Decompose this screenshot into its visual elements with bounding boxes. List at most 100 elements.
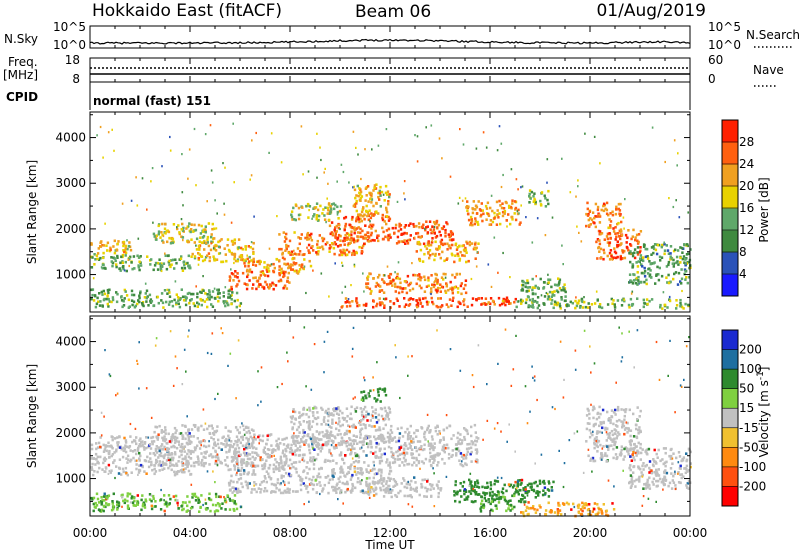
- range-gate-cell: [619, 238, 621, 241]
- range-gate-cell: [367, 443, 369, 446]
- range-gate-cell: [103, 290, 105, 293]
- range-gate-cell: [239, 473, 241, 476]
- range-gate-cell: [468, 219, 470, 222]
- range-gate-cell: [416, 459, 418, 462]
- range-gate-cell: [497, 149, 499, 151]
- range-gate-cell: [317, 240, 319, 243]
- range-gate-cell: [252, 252, 254, 255]
- range-gate-cell: [253, 216, 255, 218]
- range-gate-cell: [234, 300, 236, 303]
- range-gate-cell: [354, 487, 356, 490]
- range-gate-cell: [190, 238, 192, 241]
- range-gate-cell: [394, 285, 396, 288]
- range-gate-cell: [165, 432, 167, 435]
- range-gate-cell: [532, 304, 534, 307]
- range-gate-cell: [311, 245, 313, 248]
- range-gate-cell: [282, 287, 284, 290]
- range-gate-cell: [224, 167, 226, 169]
- range-gate-cell: [587, 208, 589, 211]
- range-gate-cell: [161, 431, 163, 434]
- range-gate-cell: [226, 494, 228, 497]
- range-gate-cell: [390, 425, 392, 428]
- range-gate-cell: [400, 446, 402, 449]
- range-gate-cell: [537, 286, 539, 289]
- range-gate-cell: [487, 202, 489, 205]
- range-gate-cell: [115, 263, 117, 266]
- range-gate-cell: [377, 388, 379, 391]
- range-gate-cell: [265, 459, 267, 462]
- range-gate-cell: [220, 507, 222, 510]
- range-gate-cell: [433, 446, 435, 449]
- range-gate-cell: [679, 302, 681, 305]
- range-gate-cell: [413, 432, 415, 435]
- range-gate-cell: [641, 265, 643, 268]
- range-gate-cell: [96, 493, 98, 496]
- range-gate-cell: [558, 281, 560, 284]
- range-gate-cell: [206, 254, 208, 257]
- range-gate-cell: [146, 456, 148, 459]
- range-gate-cell: [313, 448, 315, 451]
- range-gate-cell: [339, 454, 341, 457]
- range-gate-cell: [129, 493, 131, 496]
- range-gate-cell: [200, 440, 202, 443]
- range-gate-cell: [570, 191, 572, 193]
- range-gate-cell: [504, 304, 506, 307]
- range-gate-cell: [287, 465, 289, 468]
- range-gate-cell: [163, 454, 165, 457]
- range-gate-cell: [365, 481, 367, 484]
- range-gate-cell: [230, 475, 232, 478]
- range-gate-cell: [576, 226, 578, 228]
- range-gate-cell: [333, 253, 335, 256]
- range-gate-cell: [112, 245, 114, 248]
- range-gate-cell: [595, 226, 597, 229]
- range-gate-cell: [360, 407, 362, 410]
- range-gate-cell: [334, 262, 336, 264]
- range-gate-cell: [313, 468, 315, 471]
- range-gate-cell: [119, 446, 121, 449]
- range-gate-cell: [116, 249, 118, 252]
- range-gate-cell: [218, 447, 220, 450]
- range-gate-cell: [188, 428, 190, 431]
- range-gate-cell: [154, 468, 156, 471]
- range-gate-cell: [254, 465, 256, 468]
- range-gate-cell: [298, 218, 300, 221]
- range-gate-cell: [213, 438, 215, 441]
- range-gate-cell: [255, 276, 257, 279]
- range-gate-cell: [587, 509, 589, 512]
- range-gate-cell: [640, 230, 642, 233]
- range-gate-cell: [619, 243, 621, 246]
- range-gate-cell: [223, 203, 225, 205]
- range-gate-cell: [668, 261, 670, 264]
- range-gate-cell: [339, 228, 341, 230]
- range-gate-cell: [224, 508, 226, 511]
- range-gate-cell: [359, 441, 361, 444]
- range-gate-cell: [436, 289, 438, 292]
- range-gate-cell: [163, 262, 165, 265]
- range-gate-cell: [324, 484, 326, 487]
- range-gate-cell: [161, 270, 163, 272]
- range-gate-cell: [186, 262, 188, 265]
- range-gate-cell: [687, 304, 689, 307]
- range-gate-cell: [176, 499, 178, 502]
- range-gate-cell: [527, 282, 529, 285]
- range-gate-cell: [520, 186, 522, 188]
- range-gate-cell: [236, 441, 238, 444]
- range-gate-cell: [296, 471, 298, 474]
- range-gate-cell: [317, 416, 319, 419]
- range-gate-cell: [168, 231, 170, 234]
- range-gate-cell: [370, 446, 372, 449]
- range-gate-cell: [648, 260, 650, 263]
- range-gate-cell: [503, 207, 505, 210]
- range-gate-cell: [94, 258, 96, 261]
- range-gate-cell: [681, 290, 683, 292]
- range-gate-cell: [306, 434, 308, 437]
- range-gate-cell: [453, 261, 455, 264]
- range-gate-cell: [127, 504, 129, 507]
- range-gate-cell: [410, 445, 412, 448]
- range-gate-cell: [354, 470, 356, 473]
- range-gate-cell: [377, 283, 379, 286]
- range-gate-cell: [215, 460, 217, 463]
- range-gate-cell: [374, 473, 376, 476]
- range-gate-cell: [544, 197, 546, 200]
- range-gate-cell: [338, 417, 340, 420]
